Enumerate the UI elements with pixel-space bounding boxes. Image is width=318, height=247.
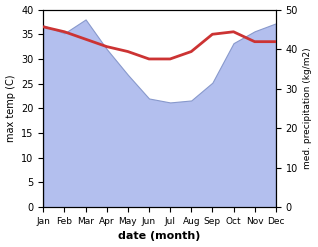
Y-axis label: med. precipitation (kg/m2): med. precipitation (kg/m2) bbox=[303, 48, 313, 169]
Y-axis label: max temp (C): max temp (C) bbox=[5, 75, 16, 142]
X-axis label: date (month): date (month) bbox=[118, 231, 201, 242]
